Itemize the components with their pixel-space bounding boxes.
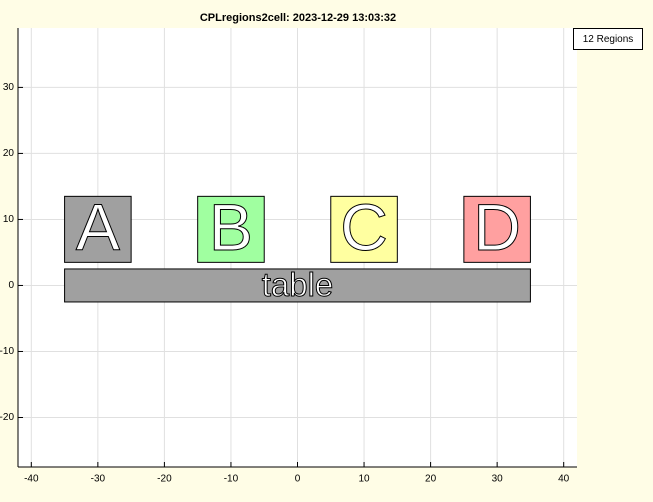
chart-title: CPLregions2cell: 2023-12-29 13:03:32	[200, 12, 396, 24]
x-tick-label: 40	[558, 474, 570, 485]
y-tick-label: 10	[3, 214, 15, 225]
x-tick-label: -10	[224, 474, 239, 485]
y-tick-label: -20	[0, 412, 14, 423]
x-tick-label: -40	[24, 474, 39, 485]
y-tick-label: 0	[8, 280, 14, 291]
region-label: D	[473, 190, 521, 264]
region-label: C	[340, 190, 388, 264]
region	[64, 268, 531, 303]
region	[197, 195, 265, 263]
y-tick-label: 30	[3, 82, 15, 93]
x-tick-label: 20	[425, 474, 437, 485]
x-tick-label: -30	[91, 474, 106, 485]
y-tick-label: -10	[0, 346, 14, 357]
y-tick-label: 20	[3, 148, 15, 159]
regions-button[interactable]: 12 Regions	[573, 28, 643, 50]
region-label: table	[262, 266, 334, 303]
region-label: A	[76, 190, 120, 264]
region	[64, 195, 132, 263]
x-tick-label: -20	[157, 474, 172, 485]
region	[330, 195, 398, 263]
region	[463, 195, 531, 263]
x-tick-label: 10	[358, 474, 370, 485]
x-tick-label: 30	[492, 474, 504, 485]
x-tick-label: 0	[295, 474, 301, 485]
region-label: B	[209, 190, 253, 264]
